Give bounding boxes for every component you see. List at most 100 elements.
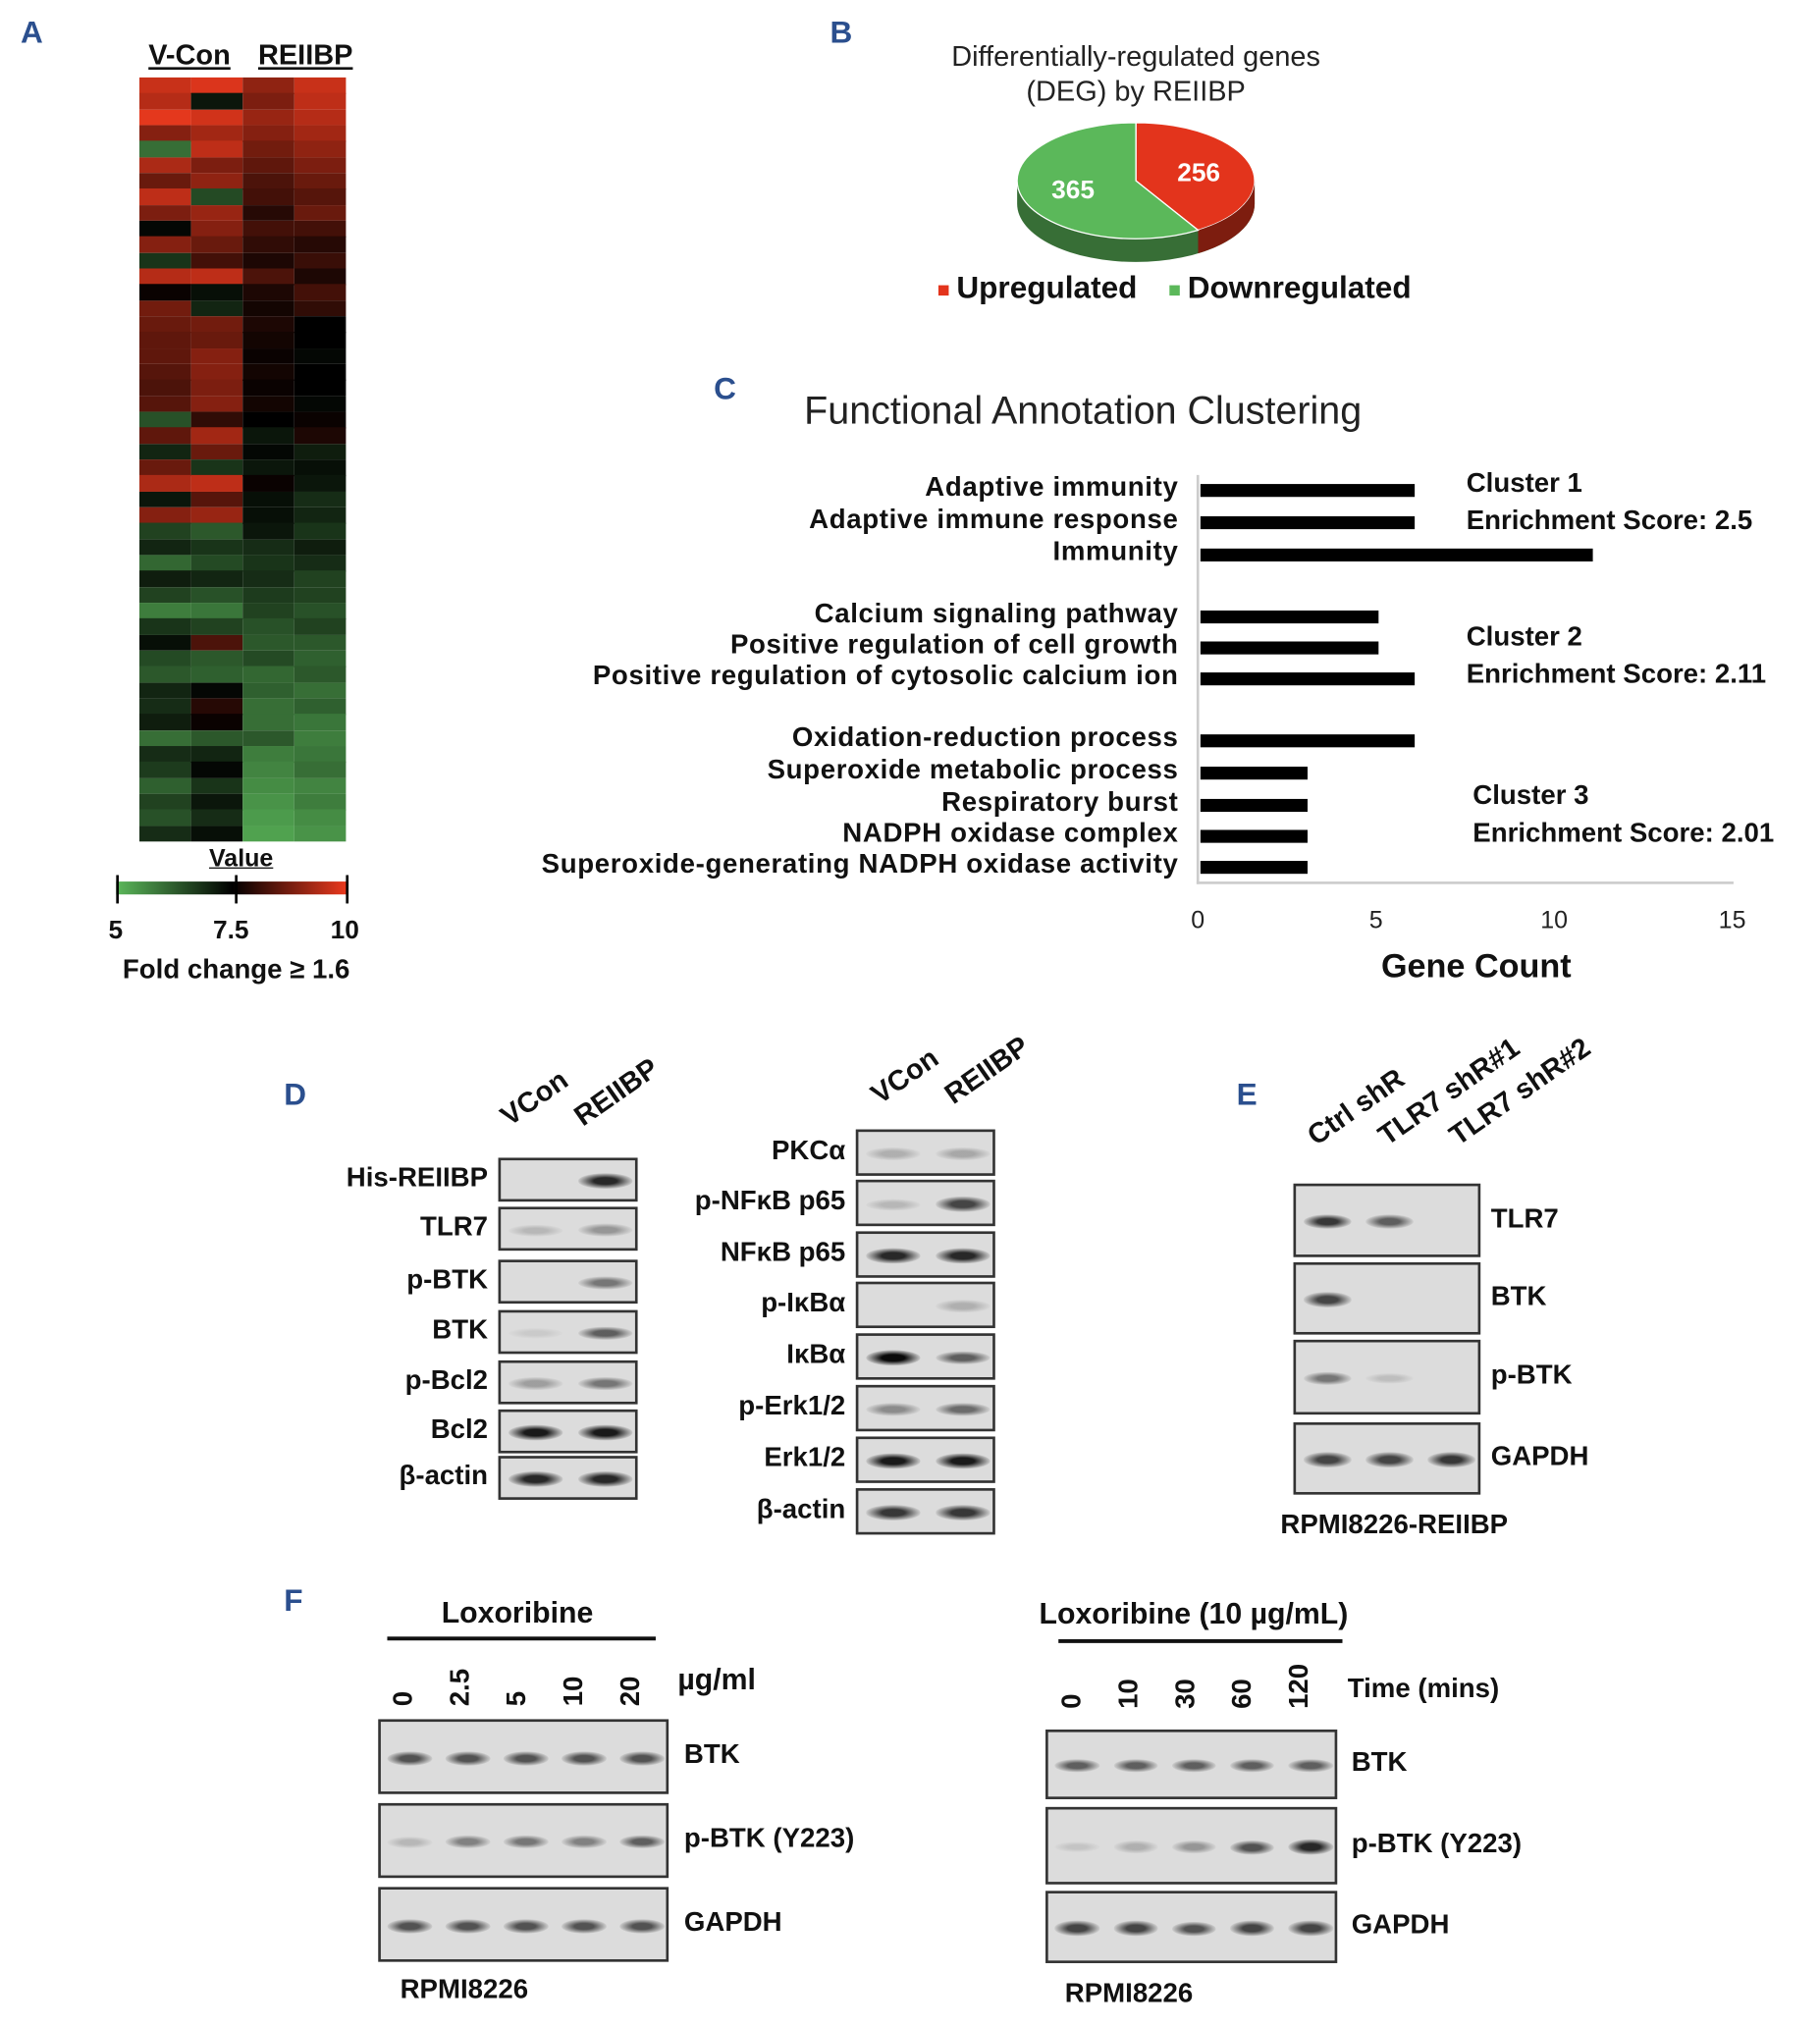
blot-band (578, 1276, 632, 1290)
cluster-3-score: Enrichment Score: 2.01 (1472, 818, 1775, 848)
heatmap-cell (190, 777, 243, 795)
heatmap-cell (294, 586, 347, 604)
lane-label: 10 (1113, 1679, 1145, 1709)
bar (1200, 515, 1415, 530)
panel-label-d: D (284, 1077, 307, 1113)
lane-label: 0 (388, 1690, 419, 1707)
heatmap-cell (294, 650, 347, 667)
heatmap-cell (294, 140, 347, 158)
heatmap-cell (242, 363, 294, 381)
heatmap-cell (190, 204, 243, 222)
blot-band (1054, 1758, 1099, 1773)
heatmap-cell (139, 284, 191, 301)
heatmap-cell (139, 77, 191, 94)
heatmap-cell (190, 506, 243, 524)
blot-band (562, 1918, 607, 1934)
legend-label: Downregulated (1187, 271, 1412, 306)
blot-band (1171, 1921, 1216, 1936)
heatmap-cell (294, 396, 347, 413)
heatmap-cell (242, 459, 294, 476)
blot-label: BTK (432, 1314, 489, 1346)
heatmap-cell (190, 268, 243, 286)
blot-band (936, 1248, 990, 1263)
blot-label: p-Erk1/2 (738, 1391, 846, 1421)
blot-f-right-caption: RPMI8226 (1064, 1978, 1194, 2008)
heatmap-cell (242, 729, 294, 747)
bar-category-label: Oxidation-reduction process (791, 722, 1179, 753)
blot-band (936, 1505, 990, 1520)
blot-band (936, 1300, 990, 1312)
heatmap-cell (139, 506, 191, 524)
heatmap-cell (190, 618, 243, 636)
heatmap-cell (139, 109, 191, 127)
heatmap-cell (242, 682, 294, 699)
blot-band (1113, 1758, 1158, 1773)
blot-band (578, 1376, 632, 1391)
colorbar-label: 5 (108, 916, 124, 945)
x-tick-label: 10 (1540, 907, 1569, 934)
heatmap-cell (242, 603, 294, 619)
heatmap-cell (294, 682, 347, 699)
blot-label: p-BTK (406, 1264, 489, 1295)
heatmap-cell (190, 299, 243, 317)
heatmap-cell (190, 173, 243, 190)
blot-band (866, 1350, 920, 1366)
heatmap-cell (190, 634, 243, 652)
heatmap-cell (190, 363, 243, 381)
bar-category-label: Immunity (1052, 536, 1179, 567)
heatmap-group-vcon: V-Con (148, 38, 231, 72)
blot-label: p-BTK (Y223) (683, 1823, 855, 1854)
legend-swatch-red (937, 285, 949, 295)
heatmap-cell (139, 762, 191, 779)
blot-tlr7 (498, 1206, 638, 1252)
heatmap-cell (139, 809, 191, 826)
blot-p-btk (1293, 1339, 1481, 1415)
blot-band (509, 1377, 562, 1390)
heatmap-cell (242, 252, 294, 270)
heatmap-cell (190, 252, 243, 270)
blot-band (578, 1424, 632, 1441)
heatmap-cell (139, 316, 191, 334)
blot-label: BTK (1490, 1281, 1547, 1311)
bar (1200, 734, 1415, 748)
blot-band (578, 1223, 632, 1237)
blot-i-b- (855, 1333, 995, 1380)
blot-f-right-unit: Time (mins) (1347, 1674, 1500, 1704)
cluster-1-score: Enrichment Score: 2.5 (1466, 506, 1753, 536)
lane-label: 20 (616, 1676, 646, 1707)
blot-band (1303, 1292, 1352, 1307)
blot-band (387, 1750, 432, 1766)
blot-band (1113, 1840, 1158, 1853)
heatmap-cell (294, 522, 347, 540)
bar-category-label: Respiratory burst (941, 787, 1179, 818)
blot-label: TLR7 (1490, 1203, 1559, 1234)
heatmap-cell (190, 316, 243, 334)
bar (1200, 484, 1415, 498)
heatmap-cell (190, 729, 243, 747)
blot-label: p-BTK (1490, 1360, 1573, 1391)
blot-gapdh (378, 1887, 669, 1962)
heatmap-cell (294, 156, 347, 174)
pie-chart: 256 365 (1016, 122, 1256, 262)
blot-band (1230, 1921, 1275, 1936)
heatmap-cell (242, 284, 294, 301)
heatmap-cell (242, 237, 294, 253)
blot-band (936, 1351, 990, 1365)
heatmap-cell (139, 204, 191, 222)
heatmap-cell (242, 555, 294, 572)
blot-p-btk (498, 1259, 638, 1305)
blot--actin (855, 1488, 995, 1535)
heatmap-cell (294, 491, 347, 508)
heatmap-cell (139, 332, 191, 349)
blot-band (1365, 1372, 1414, 1385)
heatmap-cell (190, 109, 243, 127)
heatmap-cell (190, 762, 243, 779)
blot-f-left-caption: RPMI8226 (400, 1974, 529, 2005)
heatmap-cell (294, 714, 347, 731)
legend-upregulated: Upregulated (937, 271, 1137, 307)
blot-band (504, 1750, 549, 1766)
heatmap-cell (294, 762, 347, 779)
bar (1200, 672, 1415, 686)
pie-slice-label: 256 (1177, 157, 1220, 187)
heatmap-cell (294, 793, 347, 811)
